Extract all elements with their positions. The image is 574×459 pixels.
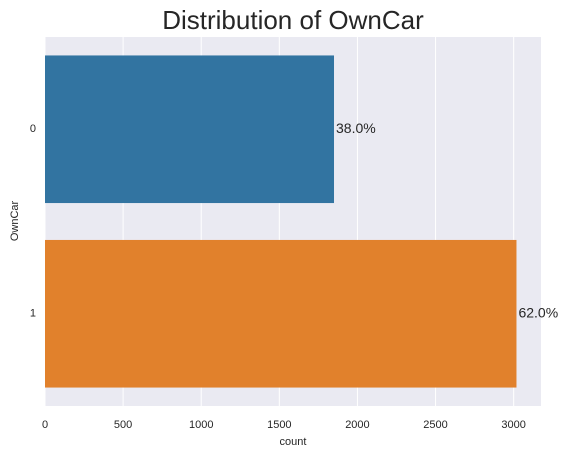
x-axis-label: count <box>280 436 307 448</box>
marks <box>45 55 517 388</box>
x-tick-label: 0 <box>42 419 48 431</box>
x-tick-label: 1000 <box>189 419 213 431</box>
bar-annotation: 62.0% <box>518 304 558 320</box>
x-tick-label: 3000 <box>501 419 525 431</box>
x-tick-label: 500 <box>114 419 132 431</box>
y-tick-label: 1 <box>30 308 36 320</box>
x-tick-label: 2500 <box>423 419 447 431</box>
y-tick-label: 0 <box>30 123 36 135</box>
chart-title: Distribution of OwnCar <box>162 5 424 35</box>
x-tick-label: 2000 <box>345 419 369 431</box>
y-axis-label: OwnCar <box>9 200 21 241</box>
bar <box>45 239 517 388</box>
bar-annotation: 38.0% <box>336 120 376 136</box>
bar <box>45 55 335 204</box>
x-tick-label: 1500 <box>267 419 291 431</box>
